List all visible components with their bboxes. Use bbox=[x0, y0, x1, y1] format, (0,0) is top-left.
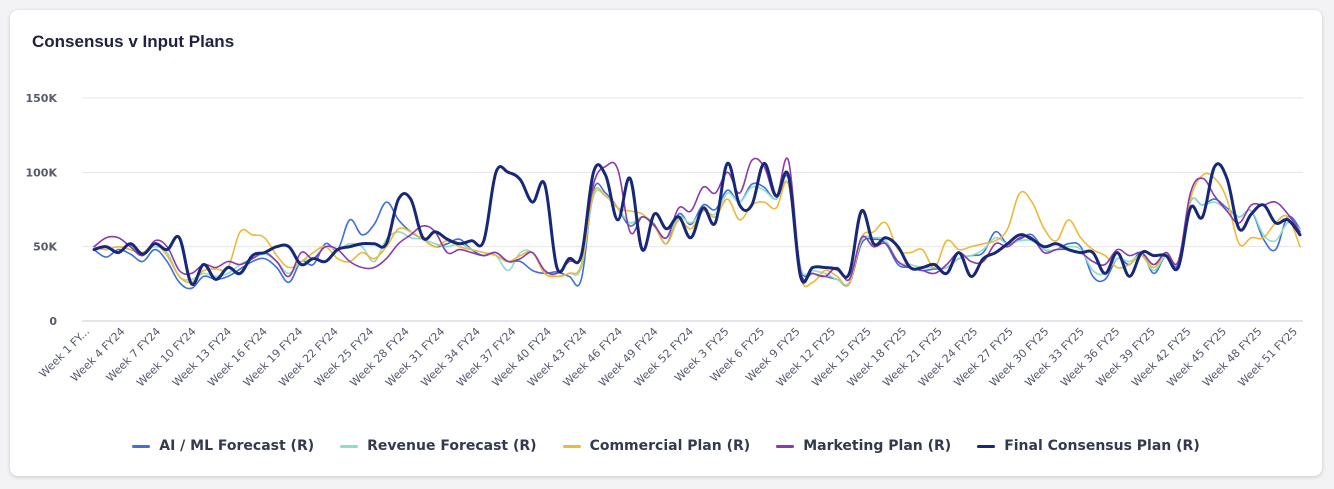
y-tick-label: 100K bbox=[26, 166, 58, 179]
chart-legend: AI / ML Forecast (R) Revenue Forecast (R)… bbox=[10, 438, 1322, 454]
legend-swatch bbox=[562, 444, 581, 448]
legend-swatch bbox=[340, 444, 359, 448]
legend-label: Revenue Forecast (R) bbox=[367, 438, 537, 454]
legend-item[interactable]: Revenue Forecast (R) bbox=[340, 438, 537, 454]
legend-item[interactable]: Marketing Plan (R) bbox=[776, 438, 951, 454]
y-tick-label: 50K bbox=[33, 241, 57, 254]
legend-label: Marketing Plan (R) bbox=[803, 438, 952, 454]
series-line-1 bbox=[93, 174, 1301, 290]
legend-label: Commercial Plan (R) bbox=[589, 438, 751, 454]
legend-item[interactable]: AI / ML Forecast (R) bbox=[132, 438, 314, 454]
series-line-2 bbox=[93, 180, 1301, 286]
chart-title: Consensus v Input Plans bbox=[32, 32, 235, 51]
line-chart: 0 50K 100K 150K Week 1 FY...Week 4 FY24Week… bbox=[26, 92, 1303, 389]
series-line-5 bbox=[92, 161, 1302, 286]
legend-swatch bbox=[132, 444, 151, 448]
legend-label: AI / ML Forecast (R) bbox=[159, 438, 315, 454]
y-axis-ticks: 0 50K 100K 150K bbox=[26, 92, 58, 328]
series-lines bbox=[92, 157, 1302, 290]
legend-swatch bbox=[977, 444, 996, 448]
legend-item[interactable]: Final Consensus Plan (R) bbox=[977, 438, 1200, 454]
grid-lines bbox=[82, 97, 1303, 322]
series-line-3 bbox=[93, 172, 1301, 288]
y-tick-label: 150K bbox=[26, 92, 58, 105]
legend-item[interactable]: Commercial Plan (R) bbox=[562, 438, 751, 454]
chart-card: Consensus v Input Plans 0 50K 100K 150K Wee… bbox=[10, 10, 1322, 476]
y-tick-label: 0 bbox=[49, 315, 57, 328]
legend-label: Final Consensus Plan (R) bbox=[1004, 438, 1200, 454]
legend-swatch bbox=[776, 444, 795, 448]
